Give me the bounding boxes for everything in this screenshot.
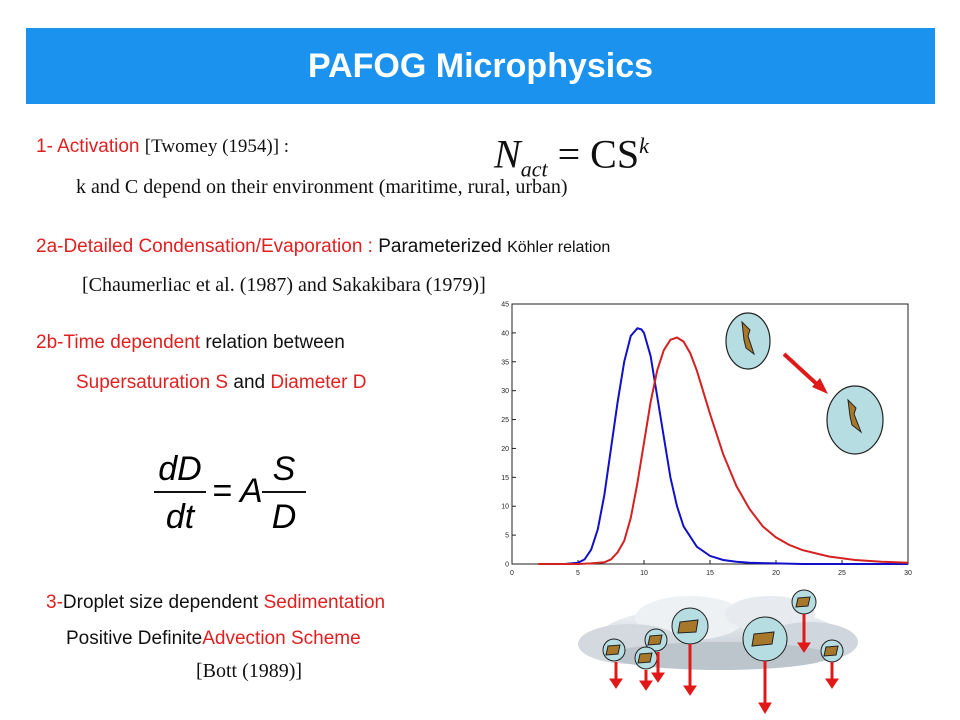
growth-arrow-line [782, 352, 822, 389]
y-tick-label: 5 [505, 533, 509, 540]
sedimentation-text: Droplet size dependent [62, 592, 259, 613]
x-tick-label: 30 [904, 570, 912, 577]
series-line-blue [538, 327, 908, 565]
x-tick-label: 20 [772, 570, 780, 577]
y-tick-label: 15 [501, 475, 509, 482]
growth-eq: = A [212, 472, 263, 510]
time-dependent-label: 2b-Time dependent [36, 332, 201, 353]
condensation-line: 2a-Detailed Condensation/Evaporation : P… [36, 236, 610, 258]
title-banner: PAFOG Microphysics [26, 28, 935, 104]
y-tick-label: 45 [501, 302, 509, 309]
time-dependent-text: relation between [205, 332, 345, 353]
y-tick-label: 30 [501, 388, 509, 395]
and-text: and [233, 372, 266, 393]
sedimentation-arrow-head [683, 685, 697, 696]
cloud-droplet-particle [677, 619, 699, 634]
series-line-red [538, 336, 909, 565]
slide-title: PAFOG Microphysics [307, 47, 654, 85]
advection-ref: [Bott (1989)] [196, 660, 303, 682]
droplet-growth-illustration [725, 312, 884, 455]
sedimentation-number: 3- [46, 592, 63, 613]
activation-line: 1- Activation [Twomey (1954)] : [36, 136, 289, 158]
advection-label: Advection Scheme [202, 628, 361, 649]
sedimentation-arrow-head [609, 678, 623, 689]
y-tick-label: 20 [501, 446, 509, 453]
sedimentation-arrow-head [825, 678, 839, 689]
large-droplet-particle [847, 398, 863, 434]
sedimentation-label: Sedimentation [263, 592, 386, 613]
supersaturation-line: Supersaturation S and Diameter D [76, 372, 366, 394]
cloud-droplet-particle [795, 596, 811, 608]
x-tick-label: 0 [510, 570, 514, 577]
advection-text: Positive Definite [66, 628, 203, 649]
growth-den-left: dt [166, 498, 196, 536]
cloud-droplet-particle [751, 631, 775, 647]
growth-num-right: S [273, 450, 296, 488]
sedimentation-line: 3-Droplet size dependent Sedimentation [46, 592, 385, 614]
growth-num-left: dD [158, 450, 201, 488]
small-droplet-particle [741, 320, 755, 356]
sedimentation-arrow-head [797, 642, 811, 653]
time-dependent-line: 2b-Time dependent relation between [36, 332, 345, 354]
y-tick-label: 10 [501, 504, 509, 511]
x-tick-label: 5 [576, 570, 580, 577]
y-tick-label: 40 [501, 330, 509, 337]
growth-formula: dD dt = A S D [154, 450, 306, 536]
y-tick-label: 0 [505, 562, 509, 569]
diameter-label: Diameter D [270, 372, 367, 393]
activation-label: Activation [57, 136, 140, 157]
cloud-droplet-particle [605, 644, 621, 656]
x-tick-label: 10 [640, 570, 648, 577]
sedimentation-arrow-head [758, 702, 772, 714]
cloud-sedimentation-illustration [578, 589, 858, 714]
activation-note: k and C depend on their environment (mar… [76, 176, 568, 198]
condensation-text: Parameterized [378, 236, 502, 257]
formula-rhs: = CS [557, 131, 640, 177]
x-tick-label: 25 [838, 570, 846, 577]
sedimentation-arrow-head [639, 680, 653, 691]
x-tick-label: 15 [706, 570, 714, 577]
cloud-droplet-particle [647, 634, 663, 646]
condensation-text-small: Köhler relation [507, 239, 611, 256]
activation-number: 1- [36, 136, 58, 157]
formula-n-sub: act [520, 156, 548, 182]
sedimentation-arrow-head [651, 672, 665, 683]
growth-den-right: D [272, 498, 297, 536]
sedimentation-arrows [609, 614, 839, 714]
activation-formula: Nact = CSk [494, 124, 649, 191]
cloud-droplet-particle [823, 645, 839, 657]
formula-rhs-sup: k [639, 133, 649, 158]
activation-ref: [Twomey (1954)] : [144, 136, 290, 157]
formula-n: N [494, 131, 521, 177]
y-tick-label: 35 [501, 359, 509, 366]
y-tick-label: 25 [501, 417, 509, 424]
supersaturation-label: Supersaturation S [76, 372, 229, 393]
condensation-ref: [Chaumerliac et al. (1987) and Sakakibar… [82, 274, 486, 296]
growth-arrow-head [812, 378, 828, 394]
condensation-label: 2a-Detailed Condensation/Evaporation : [36, 236, 373, 257]
advection-line: Positive DefiniteAdvection Scheme [66, 628, 361, 650]
cloud-droplet-particle [637, 652, 653, 664]
